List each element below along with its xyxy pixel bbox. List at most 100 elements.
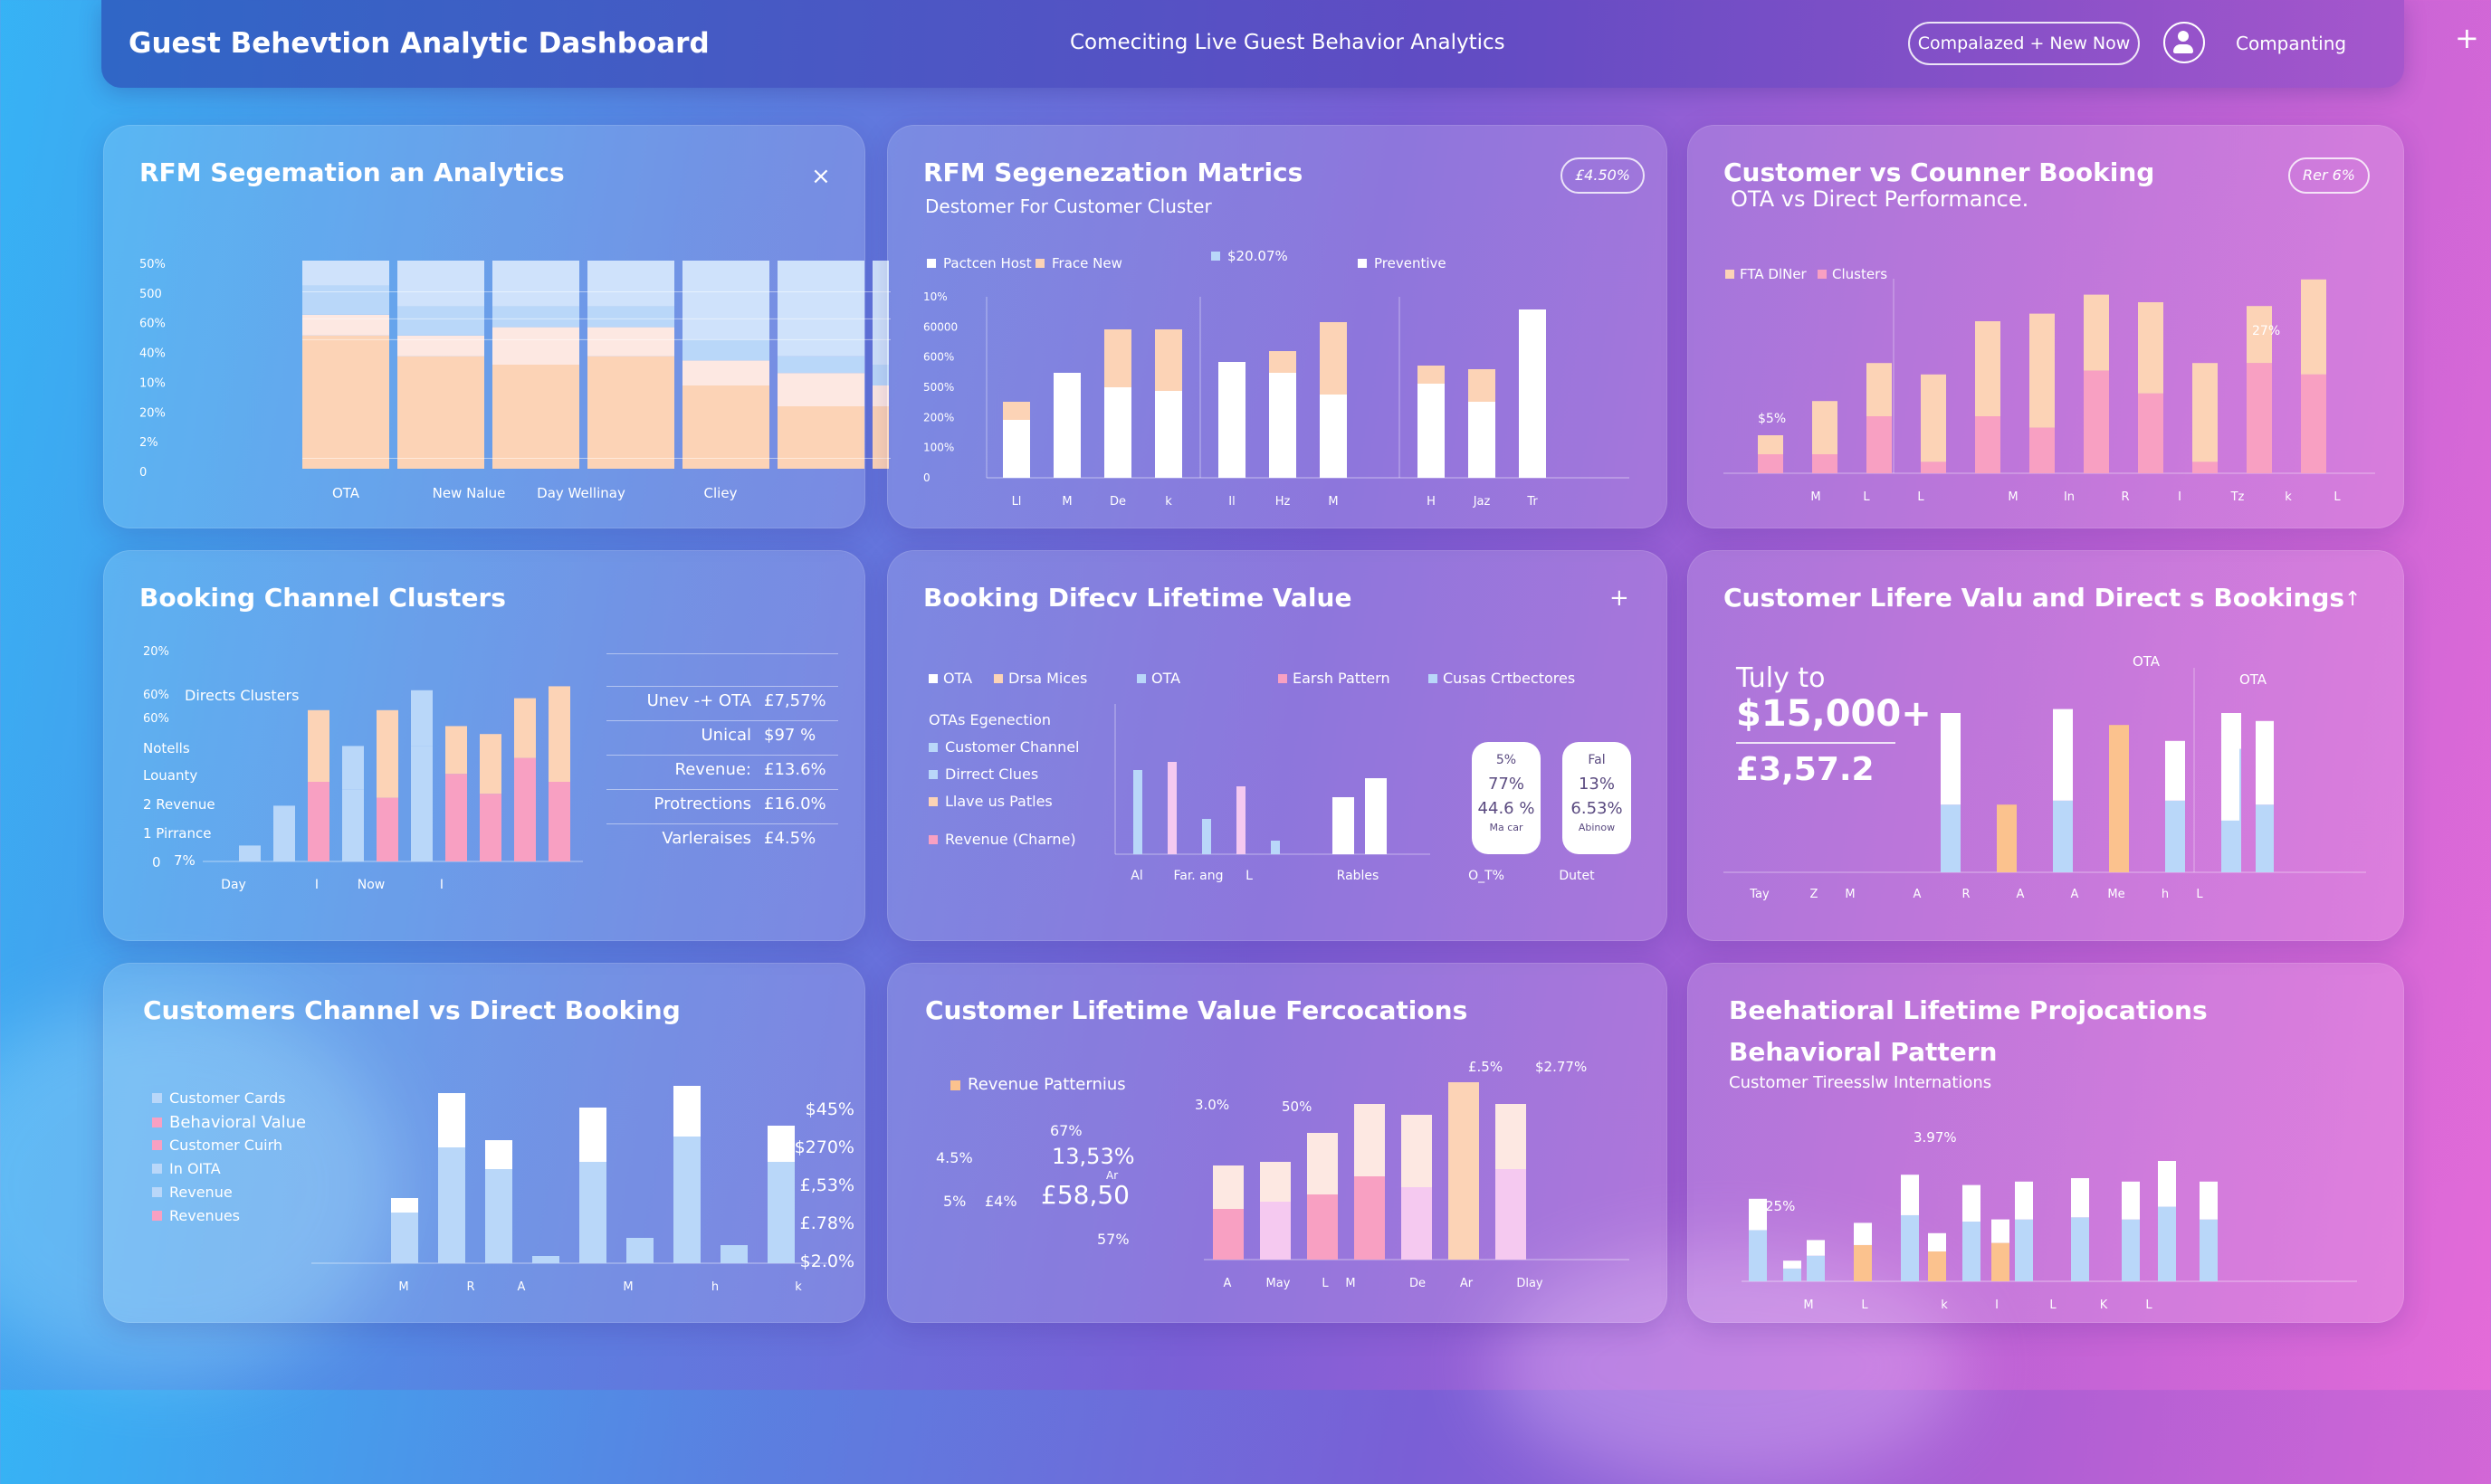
bar [2301, 374, 2326, 473]
legend-swatch [152, 1093, 162, 1103]
y-label: Notells [143, 740, 190, 756]
bar [1991, 1219, 2009, 1243]
bar [1941, 713, 1961, 805]
x-tick-label: M [1345, 1277, 1355, 1290]
lifetime-direct-chart: OTA OTA Tay Z M A R A A Me h L [1723, 653, 2366, 901]
bar [2256, 720, 2274, 805]
bar [438, 1093, 465, 1147]
panel-behavioral-projections: Beehatioral Lifetime Projocations Behavi… [1687, 963, 2404, 1323]
bar [2200, 1219, 2218, 1281]
bar [1332, 797, 1354, 854]
bar [1941, 804, 1961, 872]
x-tick-label: Me [2107, 888, 2124, 901]
y-label: 20% [143, 645, 169, 659]
bar [2192, 461, 2218, 473]
bar [273, 805, 295, 861]
row-label: Revenue: [674, 760, 751, 779]
x-tick-label: A [518, 1280, 526, 1294]
add-icon[interactable]: + [2455, 21, 2479, 55]
legend-label: OTA [943, 670, 973, 687]
avatar[interactable] [2163, 22, 2205, 63]
bar [480, 794, 501, 861]
panel-title: Beehatioral Lifetime Projocations [1729, 995, 2208, 1025]
new-now-button[interactable]: Compalazed + New Now [1908, 22, 2140, 65]
x-tick-label: M [1328, 495, 1338, 509]
user-name[interactable]: Companting [2236, 33, 2347, 54]
panel-channel-vs-direct: Customers Channel vs Direct Booking Cust… [103, 963, 865, 1323]
legend-label: OTA [1151, 670, 1181, 687]
bar [1807, 1255, 1825, 1281]
panel-subtitle: OTA vs Direct Performance. [1731, 186, 2029, 212]
percent-badge[interactable]: £4.50% [1560, 157, 1646, 194]
stacked-bar [778, 406, 864, 469]
x-tick-label: May [1266, 1277, 1291, 1290]
bar [1468, 369, 1495, 402]
bar [1758, 435, 1783, 454]
app-title: Guest Behevtion Analytic Dashboard [129, 27, 710, 60]
x-tick-label: Tay [1749, 888, 1770, 901]
stat-card-direct[interactable]: Fal 13% 6.53% Abinow [1562, 742, 1631, 854]
percent-badge[interactable]: Rer 6% [2288, 157, 2371, 194]
x-tick-label: L [1863, 490, 1870, 504]
bar [1928, 1251, 1946, 1281]
x-tick-label: Rables [1337, 869, 1379, 883]
bar [445, 726, 467, 775]
x-tick-label: A [1224, 1277, 1232, 1290]
stacked-bar [873, 261, 889, 365]
y-label: 0 [152, 854, 161, 870]
x-tick-label: L [1246, 869, 1253, 883]
row-value: $97 % [764, 726, 816, 745]
bar [445, 774, 467, 861]
bar [1401, 1115, 1432, 1187]
legend-swatch [1358, 259, 1367, 268]
stacked-bar [492, 365, 579, 469]
legend-swatch [152, 1187, 162, 1197]
right-value: $270% [795, 1137, 854, 1157]
stacked-bar [302, 335, 389, 469]
legend-label: Customer Cuirh [169, 1137, 282, 1154]
panel-title: RFM Segemation an Analytics [139, 157, 565, 187]
panel-rfm-segmentation: RFM Segemation an Analytics × 50% 500 60% 4… [103, 125, 891, 528]
x-tick-label: Tr [1526, 495, 1538, 509]
x-tick-label: k [1941, 1298, 1948, 1312]
add-icon[interactable]: + [1609, 585, 1629, 612]
legend-item: OTA [929, 670, 972, 687]
bar [2122, 1181, 2140, 1220]
stacked-bar [397, 306, 484, 336]
x-tick-label: k [1165, 495, 1172, 509]
bar [2165, 800, 2185, 872]
panel-lifetime-forecast: Customer Lifetime Value Fercocations Rev… [887, 963, 1667, 1323]
bar [514, 698, 536, 758]
close-icon[interactable]: × [811, 163, 831, 190]
arrow-up-icon[interactable]: ↑ [2344, 588, 2362, 611]
annotation: 27% [2252, 324, 2280, 338]
legend-label: Revenues [169, 1207, 241, 1224]
channel-list: OTAs Egenection Customer Channel Dirrect C… [929, 711, 1128, 856]
stat-card-ota[interactable]: 5% 77% 44.6 % Ma car [1472, 742, 1541, 854]
bar [1054, 373, 1081, 478]
y-label: 7% [174, 852, 196, 869]
annotation: 50% [1282, 1099, 1312, 1115]
stacked-bar [873, 385, 889, 406]
y-tick-label: 60000 [923, 320, 958, 333]
stat-left: £4% [985, 1193, 1017, 1210]
stacked-bar [873, 365, 889, 385]
bar [1213, 1165, 1244, 1209]
bar [1307, 1133, 1338, 1194]
x-tick-label: A [2071, 888, 2079, 901]
row-divider [606, 755, 838, 756]
x-tick-label: In [2064, 490, 2075, 504]
legend-swatch [152, 1211, 162, 1221]
x-tick-label: Day [221, 878, 246, 892]
annotation: 3.0% [1195, 1097, 1229, 1113]
x-tick-label: M [623, 1280, 633, 1294]
y-label: Louanty [143, 767, 197, 784]
legend-label: FTA DlNer [1740, 266, 1808, 282]
bar [1448, 1191, 1479, 1260]
annotation: OTA [2239, 671, 2267, 688]
stacked-bar [778, 261, 864, 357]
list-item: OTAs Egenection [929, 711, 1051, 728]
legend-label: Customer Cards [169, 1089, 286, 1107]
bar [391, 1213, 418, 1263]
